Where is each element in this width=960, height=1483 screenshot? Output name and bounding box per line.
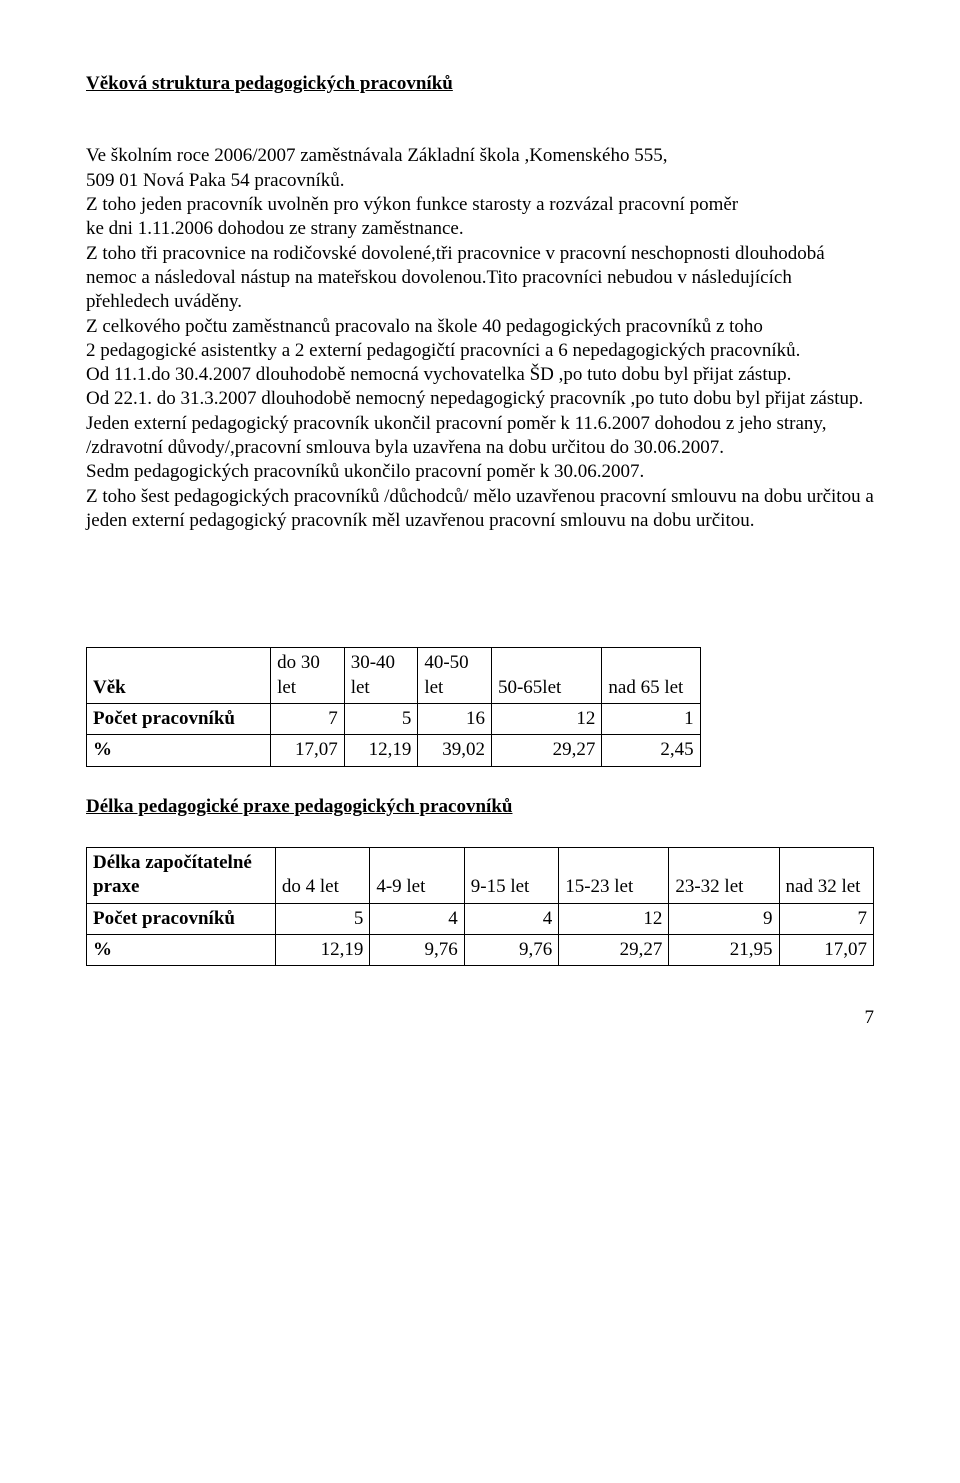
para-line: Od 11.1.do 30.4.2007 dlouhodobě nemocná … xyxy=(86,363,874,387)
cell: 4 xyxy=(370,903,464,934)
cell: 29,27 xyxy=(559,934,669,965)
cell: 39,02 xyxy=(418,735,492,766)
cell: 12 xyxy=(491,703,601,734)
table-row: Počet pracovníků 5 4 4 12 9 7 xyxy=(87,903,874,934)
cell: 17,07 xyxy=(271,735,345,766)
praxe-col-header: 4-9 let xyxy=(370,847,464,903)
spacer xyxy=(86,557,874,647)
table-header-row: Délka započítatelné praxe do 4 let 4-9 l… xyxy=(87,847,874,903)
praxe-row-header: Délka započítatelné praxe xyxy=(87,847,276,903)
cell: 9 xyxy=(669,903,779,934)
para-line: Z toho šest pedagogických pracovníků /dů… xyxy=(86,485,874,534)
cell: 7 xyxy=(779,903,873,934)
age-col-header: nad 65 let xyxy=(602,648,700,704)
page-number: 7 xyxy=(86,1006,874,1030)
age-col-header: do 30 let xyxy=(271,648,345,704)
table-row: % 17,07 12,19 39,02 29,27 2,45 xyxy=(87,735,701,766)
para-line: Ve školním roce 2006/2007 zaměstnávala Z… xyxy=(86,144,874,168)
paragraph-block-1: Ve školním roce 2006/2007 zaměstnávala Z… xyxy=(86,144,874,533)
praxe-heading: Délka pedagogické praxe pedagogických pr… xyxy=(86,795,874,819)
cell: 5 xyxy=(344,703,418,734)
praxe-table: Délka započítatelné praxe do 4 let 4-9 l… xyxy=(86,847,874,966)
age-col-header: 40-50 let xyxy=(418,648,492,704)
para-line: Z toho tři pracovnice na rodičovské dovo… xyxy=(86,242,874,315)
cell: 12 xyxy=(559,903,669,934)
praxe-col-header: do 4 let xyxy=(275,847,369,903)
cell: 12,19 xyxy=(344,735,418,766)
cell: 21,95 xyxy=(669,934,779,965)
row-label: Počet pracovníků xyxy=(87,703,271,734)
row-label: % xyxy=(87,735,271,766)
cell: 7 xyxy=(271,703,345,734)
para-line: Od 22.1. do 31.3.2007 dlouhodobě nemocný… xyxy=(86,387,874,411)
praxe-col-header: 15-23 let xyxy=(559,847,669,903)
page-title: Věková struktura pedagogických pracovník… xyxy=(86,72,874,96)
para-line: 509 01 Nová Paka 54 pracovníků. xyxy=(86,169,874,193)
para-line: Z celkového počtu zaměstnanců pracovalo … xyxy=(86,315,874,339)
row-label: % xyxy=(87,934,276,965)
cell: 5 xyxy=(275,903,369,934)
cell: 9,76 xyxy=(370,934,464,965)
praxe-col-header: 23-32 let xyxy=(669,847,779,903)
praxe-col-header: 9-15 let xyxy=(464,847,558,903)
praxe-col-header: nad 32 let xyxy=(779,847,873,903)
para-line: Sedm pedagogických pracovníků ukončilo p… xyxy=(86,460,874,484)
cell: 16 xyxy=(418,703,492,734)
para-line: Jeden externí pedagogický pracovník ukon… xyxy=(86,412,874,461)
cell: 1 xyxy=(602,703,700,734)
cell: 9,76 xyxy=(464,934,558,965)
table-row: % 12,19 9,76 9,76 29,27 21,95 17,07 xyxy=(87,934,874,965)
cell: 29,27 xyxy=(491,735,601,766)
row-label: Počet pracovníků xyxy=(87,903,276,934)
age-col-header: 30-40 let xyxy=(344,648,418,704)
cell: 17,07 xyxy=(779,934,873,965)
cell: 2,45 xyxy=(602,735,700,766)
para-line: 2 pedagogické asistentky a 2 externí ped… xyxy=(86,339,874,363)
para-line: Z toho jeden pracovník uvolněn pro výkon… xyxy=(86,193,874,217)
para-line: ke dni 1.11.2006 dohodou ze strany zaměs… xyxy=(86,217,874,241)
table-row: Počet pracovníků 7 5 16 12 1 xyxy=(87,703,701,734)
age-structure-table: Věk do 30 let 30-40 let 40-50 let 50-65l… xyxy=(86,647,701,766)
age-row-header: Věk xyxy=(87,648,271,704)
cell: 12,19 xyxy=(275,934,369,965)
cell: 4 xyxy=(464,903,558,934)
table-header-row: Věk do 30 let 30-40 let 40-50 let 50-65l… xyxy=(87,648,701,704)
age-col-header: 50-65let xyxy=(491,648,601,704)
